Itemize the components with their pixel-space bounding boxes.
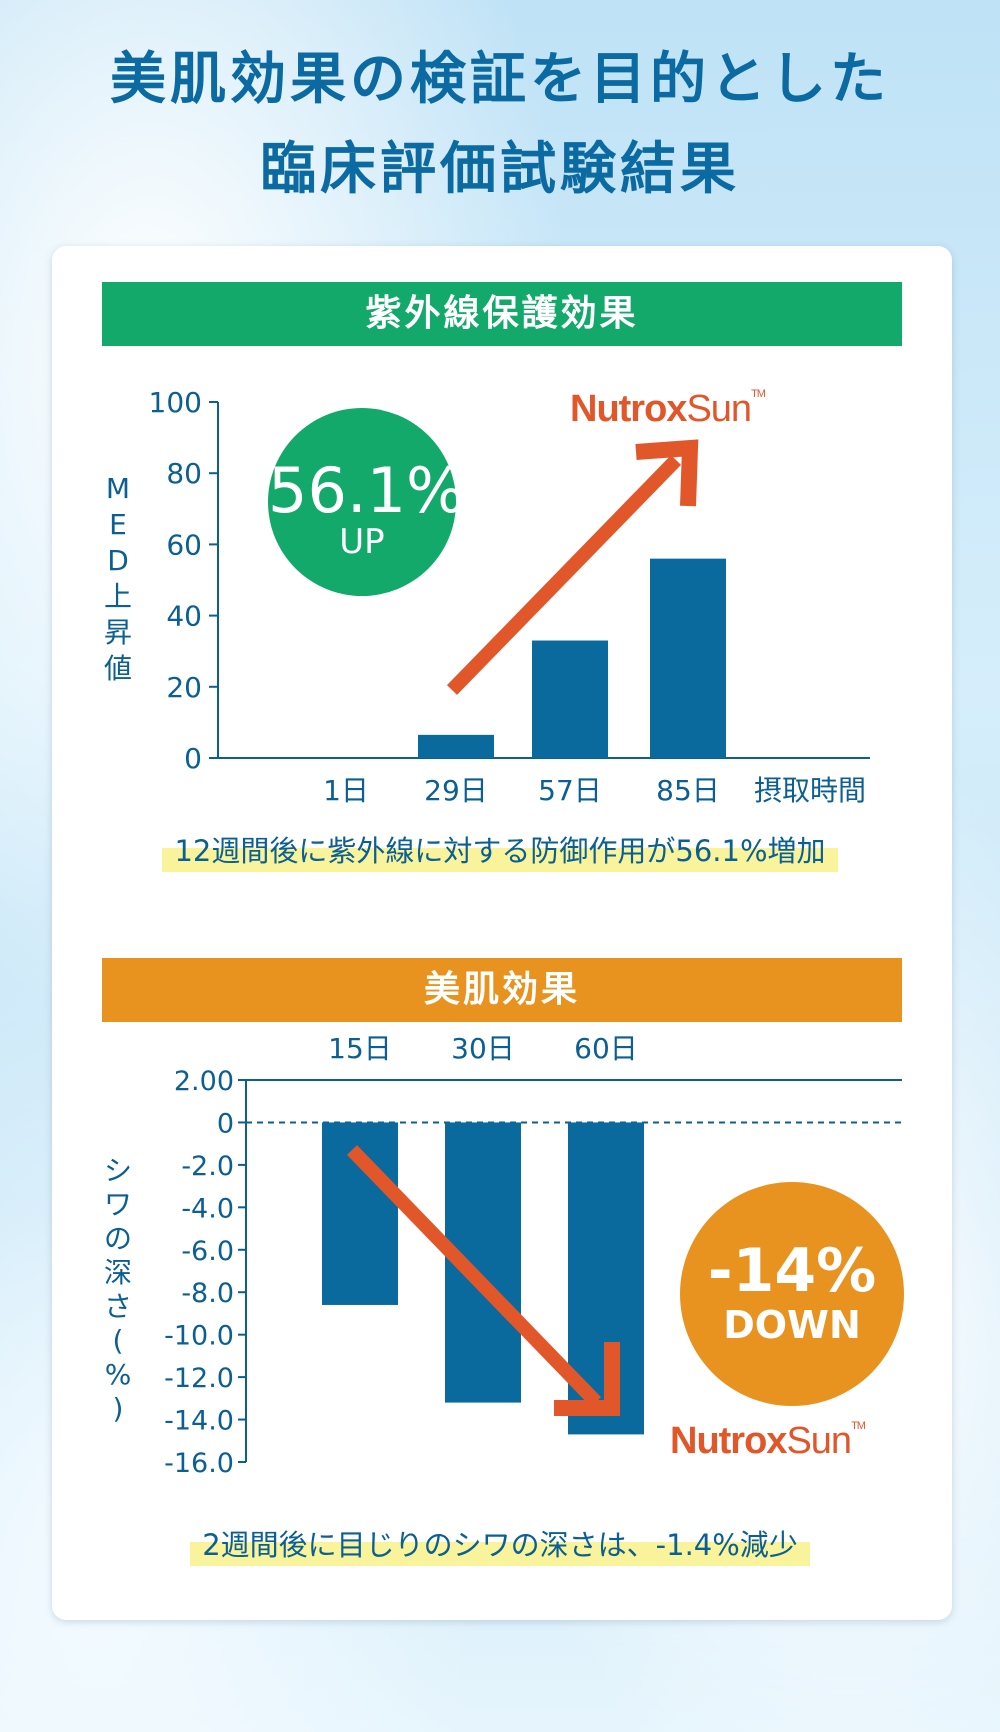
y-axis-label-char: ワ — [104, 1188, 132, 1221]
uv-caption-text: 12週間後に紫外線に対する防御作用が56.1%増加 — [162, 826, 838, 872]
x-tick-label: 30日 — [451, 1032, 515, 1065]
y-axis-label-char: E — [109, 508, 127, 541]
y-tick-label: 0 — [184, 742, 202, 775]
x-tick-label: 57日 — [538, 774, 602, 807]
y-tick-label: -4.0 — [181, 1193, 234, 1224]
bar — [418, 734, 494, 758]
wrinkle-result-badge: -14% DOWN — [680, 1182, 904, 1406]
uv-caption: 12週間後に紫外線に対する防御作用が56.1%増加 — [0, 826, 1000, 872]
nutroxsun-logo-2: NutroxSunTM — [670, 1420, 866, 1463]
page-title-line1: 美肌効果の検証を目的とした — [110, 47, 890, 112]
y-tick-label: -10.0 — [164, 1321, 234, 1352]
bar — [532, 640, 608, 758]
uv-result-label: UP — [339, 522, 385, 562]
y-axis-label-char: % — [105, 1358, 132, 1391]
y-axis-label-char: M — [106, 472, 130, 505]
y-tick-label: 2.00 — [174, 1066, 234, 1097]
x-tick-label: 60日 — [574, 1032, 638, 1065]
x-axis-label: 摂取時間 — [754, 774, 866, 807]
wrinkle-caption: 2週間後に目じりのシワの深さは、-1.4%減少 — [0, 1520, 1000, 1566]
wrinkle-caption-text: 2週間後に目じりのシワの深さは、-1.4%減少 — [190, 1520, 810, 1566]
logo-main-text: Nutrox — [670, 1420, 787, 1462]
wrinkle-result-label: DOWN — [723, 1303, 861, 1347]
y-tick-label: -6.0 — [181, 1236, 234, 1267]
y-tick-label: -8.0 — [181, 1278, 234, 1309]
logo-sub-text: Sun — [686, 388, 752, 430]
y-tick-label: 80 — [166, 457, 202, 490]
y-tick-label: 0 — [217, 1108, 234, 1139]
y-axis-label-char: さ — [104, 1290, 132, 1323]
wrinkle-result-value: -14% — [707, 1236, 877, 1306]
logo-sub-text: Sun — [786, 1420, 852, 1462]
wrinkle-depth-chart: 2.00 0 -2.0 -4.0 -6.0 -8.0 -10.0 -12.0 -14.0 -16.… — [104, 1032, 902, 1479]
y-tick-label: -16.0 — [164, 1448, 234, 1479]
x-tick-label: 1日 — [323, 774, 369, 807]
x-tick-label: 29日 — [424, 774, 488, 807]
y-axis-label-char: D — [107, 544, 129, 577]
y-axis-label-char: 昇 — [104, 616, 132, 649]
y-axis-label-char: 深 — [104, 1256, 132, 1289]
trend-arrow-head — [554, 1342, 620, 1416]
y-axis-label-char: の — [104, 1222, 132, 1255]
trend-arrow — [446, 455, 682, 695]
y-axis-label-char: 上 — [104, 580, 132, 613]
uv-protection-heading: 紫外線保護効果 — [102, 282, 902, 346]
logo-tm: TM — [851, 1420, 866, 1432]
skin-effect-heading: 美肌効果 — [102, 958, 902, 1022]
x-tick-label: 85日 — [656, 774, 720, 807]
y-axis-label-char: 値 — [104, 652, 132, 685]
uv-result-value: 56.1% — [268, 454, 465, 527]
y-tick-label: -14.0 — [164, 1406, 234, 1437]
x-tick-label: 15日 — [328, 1032, 392, 1065]
page-title-line2: 臨床評価試験結果 — [260, 137, 740, 202]
bar — [650, 558, 726, 758]
logo-tm: TM — [751, 388, 766, 400]
logo-main-text: Nutrox — [570, 388, 687, 430]
y-tick-label: 20 — [166, 671, 202, 704]
trend-arrow-head — [635, 439, 699, 507]
y-tick-label: -2.0 — [181, 1151, 234, 1182]
y-tick-label: 40 — [166, 600, 202, 633]
y-axis-label-char: シ — [104, 1154, 132, 1187]
uv-result-badge: 56.1% UP — [268, 408, 465, 596]
y-tick-label: -12.0 — [164, 1363, 234, 1394]
y-axis-label-char: ( — [113, 1324, 124, 1357]
y-axis-label-char: ) — [113, 1392, 124, 1425]
nutroxsun-logo: NutroxSunTM — [570, 388, 766, 431]
y-tick-label: 60 — [166, 528, 202, 561]
trend-arrow — [346, 1145, 602, 1407]
y-tick-label: 100 — [149, 386, 202, 419]
